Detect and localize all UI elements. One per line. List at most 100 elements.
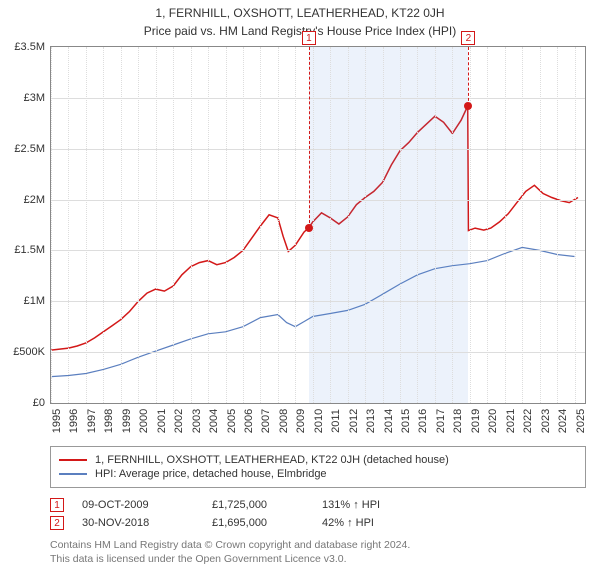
x-gridline	[417, 47, 418, 403]
x-gridline	[435, 47, 436, 403]
shaded-sale-band	[309, 47, 469, 403]
y-tick-label: £2M	[24, 194, 45, 206]
x-gridline	[313, 47, 314, 403]
legend-swatch	[59, 473, 87, 475]
x-tick-label: 1998	[103, 409, 115, 433]
chart-subtitle: Price paid vs. HM Land Registry's House …	[0, 20, 600, 38]
sale-marker-box: 1	[302, 31, 316, 45]
x-gridline	[470, 47, 471, 403]
sale-row: 2 30-NOV-2018£1,695,00042% ↑ HPI	[50, 516, 586, 530]
y-tick-label: £2.5M	[14, 143, 45, 155]
x-gridline	[243, 47, 244, 403]
sale-row-price: £1,695,000	[212, 517, 322, 529]
x-tick-label: 2019	[470, 409, 482, 433]
chart-plot-area: £0£500K£1M£1.5M£2M£2.5M£3M£3.5M199519961…	[50, 46, 586, 404]
x-tick-label: 2021	[505, 409, 517, 433]
x-gridline	[330, 47, 331, 403]
x-tick-label: 2015	[400, 409, 412, 433]
x-gridline	[505, 47, 506, 403]
sale-marker-dot	[305, 224, 313, 232]
y-tick-label: £1.5M	[14, 244, 45, 256]
sale-row-marker: 1	[50, 498, 64, 512]
y-tick-label: £1M	[24, 295, 45, 307]
sale-row-date: 09-OCT-2009	[82, 499, 212, 511]
sale-marker-line	[468, 47, 469, 106]
x-gridline	[295, 47, 296, 403]
x-tick-label: 2010	[313, 409, 325, 433]
x-tick-label: 2023	[540, 409, 552, 433]
x-tick-label: 2006	[243, 409, 255, 433]
x-gridline	[383, 47, 384, 403]
x-gridline	[86, 47, 87, 403]
x-tick-label: 2018	[452, 409, 464, 433]
sale-marker-box: 2	[461, 31, 475, 45]
x-gridline	[522, 47, 523, 403]
x-tick-label: 2012	[348, 409, 360, 433]
x-tick-label: 2025	[575, 409, 587, 433]
x-tick-label: 2001	[156, 409, 168, 433]
x-tick-label: 2020	[487, 409, 499, 433]
x-gridline	[173, 47, 174, 403]
x-gridline	[575, 47, 576, 403]
x-tick-label: 2007	[260, 409, 272, 433]
legend-label: 1, FERNHILL, OXSHOTT, LEATHERHEAD, KT22 …	[95, 454, 449, 466]
sales-table: 1 09-OCT-2009£1,725,000131% ↑ HPI 2 30-NOV-…	[50, 498, 586, 530]
x-tick-label: 1995	[51, 409, 63, 433]
attribution-line1: Contains HM Land Registry data © Crown c…	[50, 538, 586, 552]
x-tick-label: 2011	[330, 409, 342, 433]
sale-marker-line	[309, 47, 310, 228]
legend-swatch	[59, 459, 87, 461]
x-gridline	[138, 47, 139, 403]
x-gridline	[487, 47, 488, 403]
x-tick-label: 2004	[208, 409, 220, 433]
sale-row-delta: 42% ↑ HPI	[322, 517, 374, 529]
x-gridline	[260, 47, 261, 403]
x-tick-label: 2000	[138, 409, 150, 433]
x-gridline	[191, 47, 192, 403]
x-tick-label: 1999	[121, 409, 133, 433]
x-tick-label: 2024	[557, 409, 569, 433]
x-gridline	[452, 47, 453, 403]
x-tick-label: 2013	[365, 409, 377, 433]
x-tick-label: 1997	[86, 409, 98, 433]
x-tick-label: 2003	[191, 409, 203, 433]
legend-item: HPI: Average price, detached house, Elmb…	[59, 467, 577, 481]
x-tick-label: 2016	[417, 409, 429, 433]
x-tick-label: 2014	[383, 409, 395, 433]
x-gridline	[226, 47, 227, 403]
sale-marker-dot	[464, 102, 472, 110]
x-gridline	[103, 47, 104, 403]
legend-box: 1, FERNHILL, OXSHOTT, LEATHERHEAD, KT22 …	[50, 446, 586, 488]
x-tick-label: 2017	[435, 409, 447, 433]
x-gridline	[208, 47, 209, 403]
y-tick-label: £500K	[13, 346, 45, 358]
x-gridline	[400, 47, 401, 403]
y-tick-label: £3.5M	[14, 41, 45, 53]
y-tick-label: £0	[33, 397, 45, 409]
x-gridline	[121, 47, 122, 403]
y-tick-label: £3M	[24, 92, 45, 104]
x-tick-label: 2008	[278, 409, 290, 433]
x-gridline	[278, 47, 279, 403]
sale-row: 1 09-OCT-2009£1,725,000131% ↑ HPI	[50, 498, 586, 512]
below-chart-block: 1, FERNHILL, OXSHOTT, LEATHERHEAD, KT22 …	[50, 446, 586, 530]
x-tick-label: 2022	[522, 409, 534, 433]
sale-row-date: 30-NOV-2018	[82, 517, 212, 529]
sale-row-marker: 2	[50, 516, 64, 530]
x-gridline	[540, 47, 541, 403]
attribution-text: Contains HM Land Registry data © Crown c…	[50, 538, 586, 566]
x-gridline	[365, 47, 366, 403]
x-gridline	[51, 47, 52, 403]
sale-row-delta: 131% ↑ HPI	[322, 499, 380, 511]
x-gridline	[348, 47, 349, 403]
chart-title: 1, FERNHILL, OXSHOTT, LEATHERHEAD, KT22 …	[0, 0, 600, 20]
attribution-line2: This data is licensed under the Open Gov…	[50, 552, 586, 566]
sale-row-price: £1,725,000	[212, 499, 322, 511]
x-tick-label: 2005	[226, 409, 238, 433]
x-gridline	[156, 47, 157, 403]
chart-container: { "title": "1, FERNHILL, OXSHOTT, LEATHE…	[0, 0, 600, 560]
legend-label: HPI: Average price, detached house, Elmb…	[95, 468, 327, 480]
x-tick-label: 1996	[68, 409, 80, 433]
x-tick-label: 2002	[173, 409, 185, 433]
x-tick-label: 2009	[295, 409, 307, 433]
